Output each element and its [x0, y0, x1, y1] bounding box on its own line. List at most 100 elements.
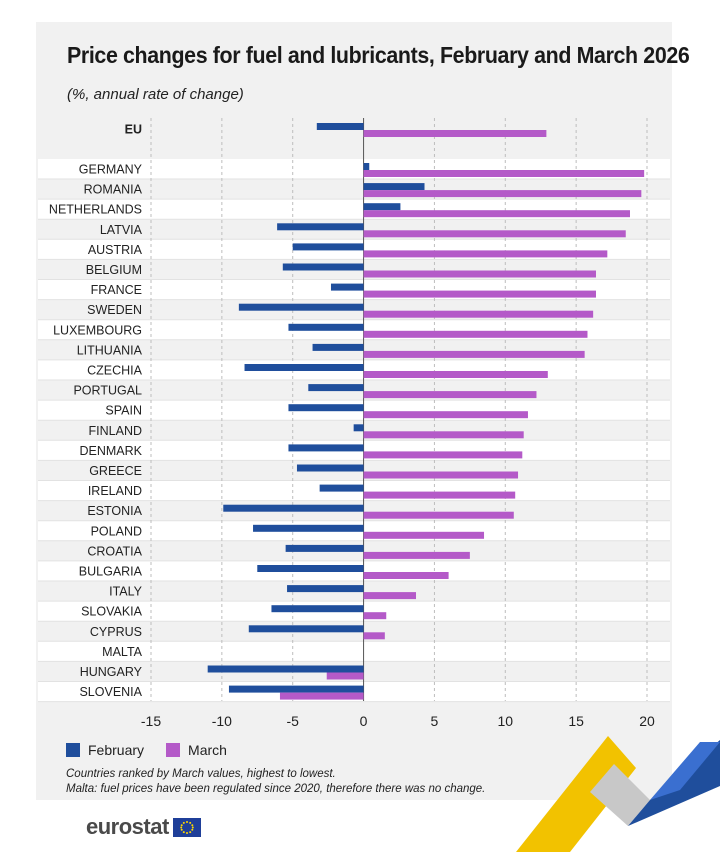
bar-february — [330, 283, 364, 291]
category-label: IRELAND — [88, 484, 142, 498]
bar-february — [353, 424, 364, 432]
bar-february — [296, 464, 364, 472]
bar-february — [244, 364, 364, 371]
bar-march — [363, 270, 596, 278]
bar-march — [363, 230, 626, 238]
bar-march — [363, 572, 449, 579]
bar-march — [363, 612, 387, 620]
bar-february — [223, 504, 364, 512]
bar-march — [363, 391, 537, 399]
note-ranking: Countries ranked by March values, highes… — [66, 768, 336, 780]
chart-title: Price changes for fuel and lubricants, F… — [67, 42, 690, 68]
bar-march — [363, 350, 585, 358]
category-label: MALTA — [102, 645, 142, 659]
bar-march — [363, 310, 594, 318]
legend-item-february: February — [66, 742, 144, 758]
bar-march — [363, 371, 548, 378]
bar-march — [363, 551, 470, 559]
legend-label-march: March — [188, 742, 227, 758]
category-label: GREECE — [89, 464, 142, 478]
bar-march — [363, 511, 514, 519]
category-label: DENMARK — [79, 444, 142, 458]
bar-february — [287, 585, 364, 593]
bar-february — [271, 605, 364, 613]
x-tick-label: -10 — [212, 713, 232, 729]
note-malta: Malta: fuel prices have been regulated s… — [66, 783, 486, 795]
category-label: PORTUGAL — [73, 384, 142, 398]
bar-february — [277, 223, 364, 231]
eu-flag-icon — [172, 817, 201, 837]
legend-item-march: March — [166, 742, 227, 758]
legend: February March — [66, 742, 249, 758]
bar-february — [312, 343, 364, 351]
category-label: BULGARIA — [79, 565, 143, 579]
category-label: ITALY — [109, 585, 143, 599]
category-label: ESTONIA — [87, 504, 142, 518]
x-tick-label: 20 — [639, 713, 655, 729]
x-tick-label: 0 — [360, 713, 368, 729]
bar-february — [253, 524, 364, 532]
category-label: FINLAND — [89, 424, 142, 438]
bar-march — [363, 130, 547, 137]
x-tick-label: 15 — [568, 713, 584, 729]
bar-february — [238, 303, 364, 311]
x-tick-label: -5 — [286, 713, 299, 729]
category-label: SWEDEN — [87, 303, 142, 317]
category-label: LUXEMBOURG — [53, 323, 142, 337]
category-label: SLOVAKIA — [81, 605, 143, 619]
bar-february — [288, 404, 364, 412]
bar-chart: -15 -10 -5 0 5 10 15 20 EU GERMANY ROMANIA NETHERLA… — [38, 118, 670, 729]
category-label: FRANCE — [91, 283, 142, 297]
bar-february — [285, 544, 364, 552]
row-stripe — [38, 641, 670, 662]
legend-label-february: February — [88, 742, 145, 758]
legend-swatch-february — [66, 743, 80, 757]
eurostat-wordmark: eurostat — [86, 814, 169, 839]
x-tick-label: -15 — [141, 713, 161, 729]
bar-february — [363, 163, 370, 170]
x-tick-label: 5 — [431, 713, 439, 729]
category-label: NETHERLANDS — [49, 203, 142, 217]
bar-february — [363, 203, 401, 211]
bar-february — [308, 384, 364, 392]
category-label: CZECHIA — [87, 364, 143, 378]
category-label: LATVIA — [100, 223, 143, 237]
bar-february — [248, 625, 364, 633]
bar-march — [363, 170, 645, 177]
bar-february — [288, 323, 364, 331]
eurostat-logo: eurostat — [86, 814, 201, 840]
category-label: POLAND — [91, 524, 142, 538]
category-label: CROATIA — [87, 544, 142, 558]
bar-february — [207, 665, 364, 673]
bar-february — [319, 484, 364, 492]
category-label: ROMANIA — [84, 183, 143, 197]
bar-february — [363, 183, 425, 191]
x-tick-label: 10 — [497, 713, 513, 729]
bar-march — [363, 250, 608, 258]
bar-march — [279, 692, 364, 700]
bar-march — [363, 632, 385, 640]
bar-february — [292, 243, 364, 251]
bar-march — [363, 471, 519, 479]
bar-march — [363, 290, 596, 298]
legend-swatch-march — [166, 743, 181, 757]
category-label: SLOVENIA — [79, 685, 142, 699]
bar-february — [288, 444, 364, 452]
bar-march — [363, 531, 485, 539]
bar-march — [363, 491, 516, 499]
category-label: LITHUANIA — [77, 343, 143, 357]
category-label: EU — [125, 123, 142, 137]
bar-february — [316, 123, 364, 130]
bar-february — [257, 565, 364, 572]
bar-march — [363, 411, 528, 419]
bar-march — [363, 431, 524, 439]
category-label: AUSTRIA — [88, 243, 143, 257]
bar-march — [363, 190, 642, 198]
bar-march — [326, 672, 364, 680]
category-label: BELGIUM — [86, 263, 142, 277]
bar-march — [363, 330, 588, 338]
bar-february — [282, 263, 364, 271]
category-label: GERMANY — [79, 163, 143, 177]
bar-march — [363, 210, 630, 218]
